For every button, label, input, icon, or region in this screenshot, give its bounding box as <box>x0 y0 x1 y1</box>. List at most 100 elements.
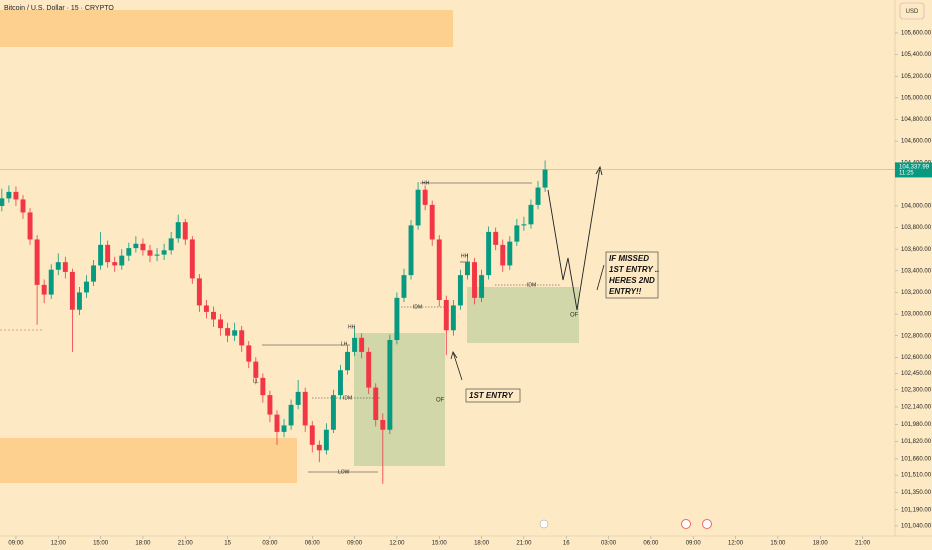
candle-body <box>338 370 343 396</box>
x-tick-label: 16 <box>563 541 570 547</box>
demand-zone <box>0 438 297 483</box>
x-tick-label: 18:00 <box>474 541 490 547</box>
event-icon[interactable] <box>702 519 712 529</box>
arrow-head <box>595 165 603 176</box>
y-tick-label: 104,800.00 <box>901 117 932 123</box>
label-box <box>605 251 659 299</box>
y-tick-label: 102,800.00 <box>901 333 932 339</box>
candle-body <box>55 262 61 270</box>
candle-body <box>500 244 506 266</box>
candle-body <box>387 340 393 430</box>
y-tick-label: 101,510.00 <box>901 473 932 479</box>
candle-body <box>140 243 146 251</box>
event-icon[interactable] <box>539 519 549 529</box>
candle-body <box>345 351 350 371</box>
candle-body <box>62 262 68 272</box>
candle-body <box>225 328 231 336</box>
annotation: 1ST ENTRY <box>469 391 514 400</box>
annotation: IDM <box>527 282 536 288</box>
candle-body <box>521 224 527 226</box>
candle-body <box>41 284 47 295</box>
annotation: 1ST ENTRY .. <box>609 265 659 274</box>
candle-body <box>394 297 400 340</box>
y-tick-label: 103,600.00 <box>901 247 932 253</box>
x-tick-label: 15:00 <box>770 541 786 547</box>
candle-body <box>239 330 245 346</box>
y-tick-label: 103,200.00 <box>901 290 932 296</box>
entry-arrow <box>596 264 605 291</box>
candle-body <box>359 337 365 352</box>
annotation: LOW <box>338 469 350 475</box>
candle-body <box>267 395 273 415</box>
candle-body <box>373 387 379 420</box>
candle-body <box>189 239 195 279</box>
y-tick-label: 102,600.00 <box>901 355 932 361</box>
candle-body <box>175 222 181 239</box>
axis-labels: 105,600.00 105,400.00 105,200.00 105,000.00… <box>8 31 931 547</box>
candle-body <box>119 255 125 266</box>
candle-body <box>211 311 216 320</box>
annotation: HH <box>461 253 469 259</box>
candle-body <box>147 250 153 256</box>
x-tick-label: 06:00 <box>305 541 321 547</box>
candle-body <box>295 391 301 405</box>
event-icon[interactable] <box>681 519 691 529</box>
candle-body <box>514 225 520 242</box>
candle-body <box>182 222 188 240</box>
candle-body <box>0 198 5 206</box>
candle-body <box>274 414 280 432</box>
candle-body <box>542 169 548 188</box>
x-tick-label: 18:00 <box>813 541 829 547</box>
y-tick-label: 102,300.00 <box>901 387 932 393</box>
y-tick-label: 101,980.00 <box>901 422 932 428</box>
x-tick-label: 12:00 <box>389 541 405 547</box>
annotation: IDM <box>343 395 352 401</box>
annotation: HERES 2ND <box>609 276 655 285</box>
annotation: LH <box>341 341 348 347</box>
candle-body <box>323 429 329 451</box>
y-tick-label: 101,040.00 <box>901 524 932 530</box>
candle-body <box>535 187 541 205</box>
candle-body <box>486 231 492 276</box>
candle-body <box>436 239 442 300</box>
candle-body <box>196 278 202 306</box>
candle-body <box>281 425 287 432</box>
annotation: IF MISSED <box>609 254 649 263</box>
y-tick-label: 103,000.00 <box>901 312 932 318</box>
last-price-tag <box>895 162 932 178</box>
candle-body <box>246 345 252 362</box>
candle-body <box>450 305 456 331</box>
candle-body <box>330 395 336 430</box>
candle-body <box>464 262 470 276</box>
candle-body <box>366 351 372 388</box>
y-tick-label: 105,000.00 <box>901 95 932 101</box>
candle-body <box>288 404 294 426</box>
x-tick-label: 03:00 <box>262 541 278 547</box>
candle-body <box>352 337 358 352</box>
candle-body <box>48 269 54 295</box>
y-tick-label: 101,660.00 <box>901 456 932 462</box>
x-tick-label: 09:00 <box>8 541 24 547</box>
x-tick-label: 15 <box>224 541 231 547</box>
y-tick-label: 103,800.00 <box>901 225 932 231</box>
candle-body <box>13 191 19 200</box>
x-tick-label: 15:00 <box>432 541 448 547</box>
x-tick-label: 03:00 <box>601 541 617 547</box>
currency-label[interactable]: USD <box>906 9 919 15</box>
candle-body <box>218 319 224 329</box>
y-tick-label: 103,400.00 <box>901 268 932 274</box>
label-box <box>465 388 521 403</box>
candle-body <box>105 244 111 263</box>
candle-body <box>126 248 132 256</box>
candle-body <box>27 212 33 240</box>
y-tick-label: 102,450.00 <box>901 371 932 377</box>
y-tick-label: 101,820.00 <box>901 439 932 445</box>
currency-button[interactable] <box>899 2 925 20</box>
price-axis <box>895 0 932 550</box>
y-tick-label: 101,190.00 <box>901 507 932 513</box>
candle-body <box>232 330 238 336</box>
y-tick-label: 102,140.00 <box>901 405 932 411</box>
candle-body <box>34 239 40 285</box>
candle-body <box>429 204 435 240</box>
